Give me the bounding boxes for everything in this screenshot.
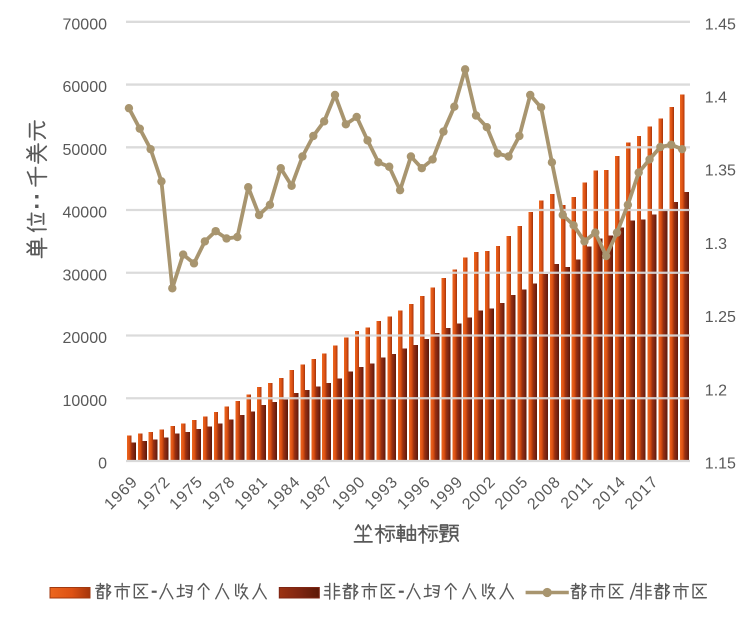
svg-text:1.35: 1.35 [705, 163, 736, 180]
svg-text:1.4: 1.4 [705, 90, 727, 107]
svg-text:40000: 40000 [63, 205, 108, 222]
svg-text:1.45: 1.45 [705, 16, 736, 33]
svg-text:1.2: 1.2 [705, 382, 727, 399]
svg-text:60000: 60000 [63, 79, 108, 96]
svg-text:1.25: 1.25 [705, 309, 736, 326]
svg-text:70000: 70000 [63, 16, 108, 33]
svg-text:20000: 20000 [63, 330, 108, 347]
svg-text:1.15: 1.15 [705, 456, 736, 473]
svg-text:1.3: 1.3 [705, 236, 727, 253]
svg-text:10000: 10000 [63, 393, 108, 410]
svg-text:50000: 50000 [63, 142, 108, 159]
svg-text:0: 0 [98, 456, 107, 473]
svg-text:30000: 30000 [63, 267, 108, 284]
